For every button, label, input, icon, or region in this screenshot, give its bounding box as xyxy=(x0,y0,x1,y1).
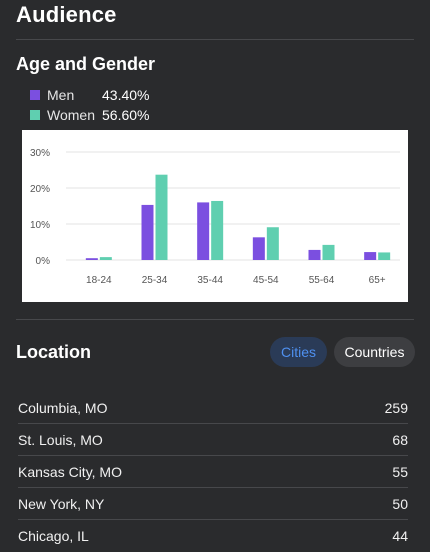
city-count: 55 xyxy=(392,464,408,480)
list-item[interactable]: Chicago, IL 44 xyxy=(18,520,408,552)
age-gender-title: Age and Gender xyxy=(16,54,156,74)
page-title: Audience xyxy=(16,2,117,27)
section-divider xyxy=(16,319,414,320)
legend-men-label: Men xyxy=(47,87,75,103)
row-divider xyxy=(18,423,408,424)
bar-women-25-34 xyxy=(155,174,168,260)
bar-men-55-64 xyxy=(308,249,321,260)
bar-men-65+ xyxy=(364,252,377,260)
legend-women-value: 56.60% xyxy=(102,107,150,123)
x-tick-label: 65+ xyxy=(369,275,386,286)
bar-women-55-64 xyxy=(322,244,335,260)
y-tick-label: 30% xyxy=(30,148,50,159)
city-count: 50 xyxy=(392,496,408,512)
tab-countries[interactable]: Countries xyxy=(334,337,415,367)
legend-men: Men 43.40% xyxy=(30,87,149,103)
x-tick-label: 45-54 xyxy=(253,275,279,286)
list-item[interactable]: New York, NY 50 xyxy=(18,488,408,520)
bar-women-18-24 xyxy=(99,257,112,260)
header-divider xyxy=(16,39,414,40)
city-name: Columbia, MO xyxy=(18,400,108,416)
list-item[interactable]: Columbia, MO 259 xyxy=(18,392,408,424)
city-count: 68 xyxy=(392,432,408,448)
bar-men-35-44 xyxy=(197,202,210,260)
bar-women-35-44 xyxy=(211,200,224,260)
bar-women-45-54 xyxy=(266,227,279,260)
list-item[interactable]: St. Louis, MO 68 xyxy=(18,424,408,456)
row-divider xyxy=(18,487,408,488)
y-tick-label: 0% xyxy=(36,256,51,267)
chart-svg: 30% 20% 10% 0% 18-24 25-34 35-44 45-54 55-64 65+ xyxy=(30,148,400,286)
city-name: Chicago, IL xyxy=(18,528,89,544)
x-tick-label: 18-24 xyxy=(86,275,112,286)
location-title: Location xyxy=(16,342,91,362)
bar-men-18-24 xyxy=(85,258,98,260)
city-name: New York, NY xyxy=(18,496,105,512)
legend-men-value: 43.40% xyxy=(102,87,150,103)
city-name: Kansas City, MO xyxy=(18,464,122,480)
city-count: 259 xyxy=(384,400,408,416)
list-item[interactable]: Kansas City, MO 55 xyxy=(18,456,408,488)
x-tick-label: 35-44 xyxy=(197,275,223,286)
women-swatch xyxy=(30,110,40,120)
city-name: St. Louis, MO xyxy=(18,432,103,448)
row-divider xyxy=(18,455,408,456)
x-tick-label: 55-64 xyxy=(309,275,335,286)
men-swatch xyxy=(30,90,40,100)
y-tick-label: 10% xyxy=(30,220,50,231)
x-tick-label: 25-34 xyxy=(142,275,168,286)
age-gender-chart: 30% 20% 10% 0% 18-24 25-34 35-44 45-54 55-64 65+ xyxy=(22,130,408,302)
bar-men-25-34 xyxy=(141,204,154,260)
bar-women-65+ xyxy=(378,252,391,260)
y-tick-label: 20% xyxy=(30,184,50,195)
tab-cities[interactable]: Cities xyxy=(270,337,327,367)
bar-men-45-54 xyxy=(252,237,265,260)
legend-women-label: Women xyxy=(47,107,95,123)
legend-women: Women 56.60% xyxy=(30,107,149,123)
city-count: 44 xyxy=(392,528,408,544)
row-divider xyxy=(18,519,408,520)
